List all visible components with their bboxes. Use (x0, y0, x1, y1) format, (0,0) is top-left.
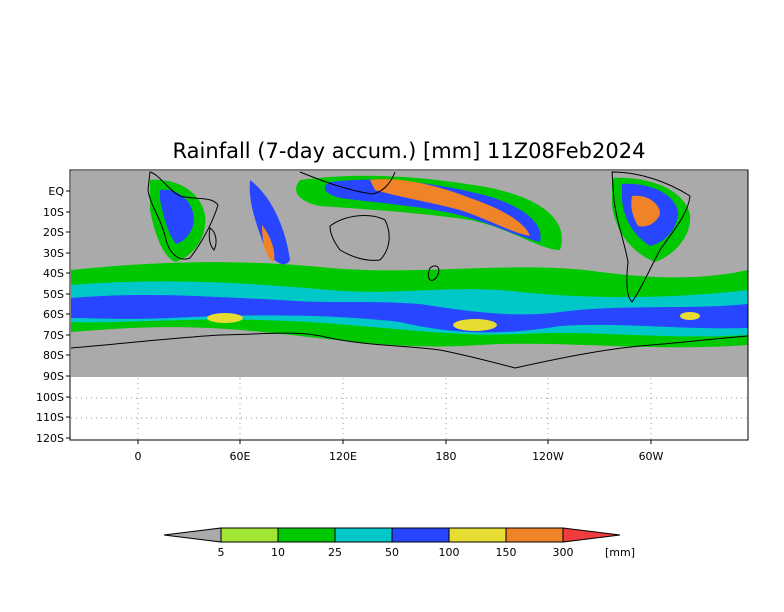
storm-track-blue (71, 294, 748, 333)
colorbar-low-arrow (163, 527, 222, 543)
rainfall-bands (71, 175, 748, 348)
africa-rain-blue (160, 189, 194, 244)
africa-outline (147, 171, 219, 260)
colorbar-segment (505, 527, 564, 543)
colorbar: 5 10 25 50 100 150 300 [mm] (163, 527, 635, 559)
colorbar-label: 10 (271, 546, 285, 559)
colorbar-segment (448, 527, 507, 543)
colorbar-segment (391, 527, 450, 543)
madagascar-outline (208, 227, 217, 251)
lon-label: 120W (532, 450, 564, 463)
map-title: Rainfall (7-day accum.) [mm] 11Z08Feb202… (173, 139, 646, 163)
lat-label: 120S (36, 432, 64, 445)
lat-label: 40S (43, 267, 64, 280)
south-america-outline (611, 171, 691, 303)
colorbar-high-arrow (562, 527, 621, 543)
lat-label: 30S (43, 247, 64, 260)
australia-outline (329, 214, 390, 261)
heavy-rain-patch (207, 313, 243, 323)
lat-label: 70S (43, 329, 64, 342)
tropical-band-orange (370, 179, 530, 236)
colorbar-label: 5 (218, 546, 225, 559)
south-america-rain-heavy (631, 195, 660, 227)
colorbar-label: 50 (385, 546, 399, 559)
colorbar-label: 25 (328, 546, 342, 559)
lon-label: 120E (329, 450, 357, 463)
lat-label: EQ (48, 185, 64, 198)
lon-label: 60E (230, 450, 251, 463)
lon-label: 0 (135, 450, 142, 463)
lat-label: 10S (43, 206, 64, 219)
colorbar-label: 150 (496, 546, 517, 559)
lat-label: 50S (43, 288, 64, 301)
indian-ocean-rain-heavy (262, 225, 275, 262)
coastlines (70, 171, 749, 369)
indian-ocean-rain (249, 180, 290, 265)
new-zealand-outline (427, 265, 440, 281)
map-frame (69, 169, 749, 441)
lat-label: 110S (36, 411, 64, 424)
lon-label: 180 (436, 450, 457, 463)
antarctica-outline (70, 332, 749, 369)
lat-label: 60S (43, 308, 64, 321)
lon-label: 60W (639, 450, 664, 463)
colorbar-unit: [mm] (605, 546, 635, 559)
lat-label: 80S (43, 349, 64, 362)
colorbar-segment (220, 527, 279, 543)
lat-label: 100S (36, 391, 64, 404)
map-panel (69, 169, 749, 441)
colorbar-segment (334, 527, 393, 543)
lat-label: 20S (43, 226, 64, 239)
tropical-band-blue (324, 179, 541, 242)
grid-lines (71, 378, 748, 440)
colorbar-label: 100 (439, 546, 460, 559)
heavy-rain-patch (453, 319, 497, 331)
longitude-axis: 0 60E 120E 180 120W 60W (135, 440, 664, 463)
indonesia-outline (299, 171, 396, 195)
heavy-rain-patch (680, 312, 700, 320)
lat-label: 90S (43, 370, 64, 383)
colorbar-label: 300 (553, 546, 574, 559)
latitude-axis: EQ 10S 20S 30S 40S 50S 60S 70S 80S 90S 1… (36, 185, 70, 445)
colorbar-segment (277, 527, 336, 543)
